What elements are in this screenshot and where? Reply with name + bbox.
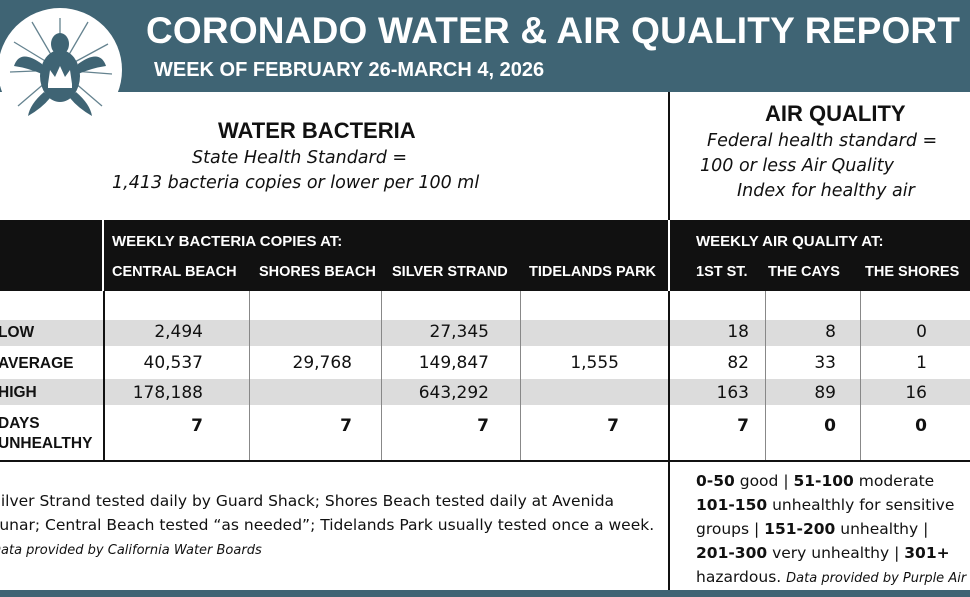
cell-days-shores-beach: 7 — [340, 416, 352, 436]
aqi-range-sensitive: 101-150 — [696, 496, 768, 514]
column-divider — [668, 220, 670, 291]
cell-high-1st-st: 163 — [716, 383, 749, 403]
air-standard-line1: Federal health standard = — [707, 131, 938, 151]
aqi-range-moderate: 51-100 — [793, 472, 854, 490]
air-band-label: WEEKLY AIR QUALITY AT: — [696, 233, 884, 250]
column-divider — [765, 291, 766, 460]
report-header: CORONADO WATER & AIR QUALITY REPORT WEEK… — [0, 0, 970, 132]
bottom-bar — [0, 590, 970, 597]
cell-days-central-beach: 7 — [191, 416, 203, 436]
column-header-shores-beach: SHORES BEACH — [259, 264, 376, 280]
column-header-central-beach: CENTRAL BEACH — [112, 264, 237, 280]
column-header-the-cays: THE CAYS — [768, 264, 840, 280]
cell-average-the-cays: 33 — [814, 353, 836, 373]
aqi-range-very-unhealthy: 201-300 — [696, 544, 768, 562]
row-label-unhealthy: UNHEALTHY — [0, 435, 93, 452]
row-label-high: HIGH — [0, 384, 37, 401]
cell-average-tidelands-park: 1,555 — [570, 353, 619, 373]
cell-days-silver-strand: 7 — [477, 416, 489, 436]
section-divider — [668, 291, 670, 597]
water-standard-line2: 1,413 bacteria copies or lower per 100 m… — [112, 173, 480, 193]
water-footnote-text: Silver Strand tested daily by Guard Shac… — [0, 492, 655, 534]
table-bottom-rule — [0, 460, 970, 462]
aqi-label-moderate: moderate — [858, 472, 935, 490]
column-header-tidelands-park: TIDELANDS PARK — [529, 264, 657, 280]
cell-high-silver-strand: 643,292 — [418, 383, 489, 403]
aqi-range-unhealthy: 151-200 — [764, 520, 836, 538]
row-label-low: LOW — [0, 324, 35, 341]
aqi-label-unhealthy: unhealthy — [840, 520, 919, 538]
air-section-title: AIR QUALITY — [765, 101, 906, 126]
cell-low-the-shores: 0 — [916, 322, 927, 342]
cell-high-central-beach: 178,188 — [132, 383, 203, 403]
cell-days-the-cays: 0 — [824, 416, 836, 436]
page-title: CORONADO WATER & AIR QUALITY REPORT — [146, 10, 961, 51]
cell-high-the-cays: 89 — [814, 383, 836, 403]
sea-turtle-crown-icon — [9, 18, 113, 116]
aqi-label-hazardous: hazardous. — [696, 568, 782, 586]
row-label-days: DAYS — [0, 415, 40, 432]
aqi-label-sensitive: unhealthly for sensitive groups — [696, 496, 955, 538]
row-label-average: AVERAGE — [0, 355, 74, 372]
column-divider — [102, 220, 104, 291]
aqi-range-hazardous: 301+ — [904, 544, 950, 562]
air-standard-line2: 100 or less Air Quality — [700, 156, 894, 176]
cell-average-the-shores: 1 — [916, 353, 927, 373]
cell-average-silver-strand: 149,847 — [418, 353, 489, 373]
column-divider — [249, 291, 250, 460]
cell-days-1st-st: 7 — [737, 416, 749, 436]
column-header-the-shores: THE SHORES — [865, 264, 960, 280]
cell-low-1st-st: 18 — [727, 322, 749, 342]
table-row-high — [0, 379, 970, 405]
cell-average-shores-beach: 29,768 — [292, 353, 352, 373]
water-standard-line1: State Health Standard = — [192, 148, 408, 168]
aqi-label-very-unhealthy: very unhealthy — [772, 544, 890, 562]
water-section-title: WATER BACTERIA — [218, 118, 416, 143]
cell-days-tidelands-park: 7 — [607, 416, 619, 436]
column-header-1st-st: 1ST ST. — [696, 264, 748, 280]
aqi-label-good: good — [739, 472, 779, 490]
water-footnote: Silver Strand tested daily by Guard Shac… — [0, 489, 656, 563]
air-standard-line3: Index for healthy air — [737, 181, 915, 201]
water-band-label: WEEKLY BACTERIA COPIES AT: — [112, 233, 343, 250]
cell-average-1st-st: 82 — [727, 353, 749, 373]
cell-high-the-shores: 16 — [905, 383, 927, 403]
column-divider — [381, 291, 382, 460]
cell-low-the-cays: 8 — [825, 322, 836, 342]
column-divider — [860, 291, 861, 460]
cell-days-the-shores: 0 — [915, 416, 927, 436]
column-divider — [103, 291, 105, 460]
air-data-source: Data provided by Purple Air — [786, 571, 967, 586]
water-data-source: Data provided by California Water Boards — [0, 543, 262, 558]
logo — [0, 8, 122, 132]
aqi-legend: 0-50 good | 51-100 moderate 101-150 unhe… — [696, 472, 967, 586]
table-row-low — [0, 320, 970, 346]
table-header-band — [0, 220, 970, 291]
column-header-silver-strand: SILVER STRAND — [392, 264, 508, 280]
column-divider — [520, 291, 521, 460]
aqi-range-good: 0-50 — [696, 472, 735, 490]
report-week: WEEK OF FEBRUARY 26-MARCH 4, 2026 — [154, 59, 545, 81]
section-divider — [668, 92, 670, 220]
cell-low-central-beach: 2,494 — [154, 322, 203, 342]
cell-average-central-beach: 40,537 — [143, 353, 203, 373]
cell-low-silver-strand: 27,345 — [429, 322, 489, 342]
